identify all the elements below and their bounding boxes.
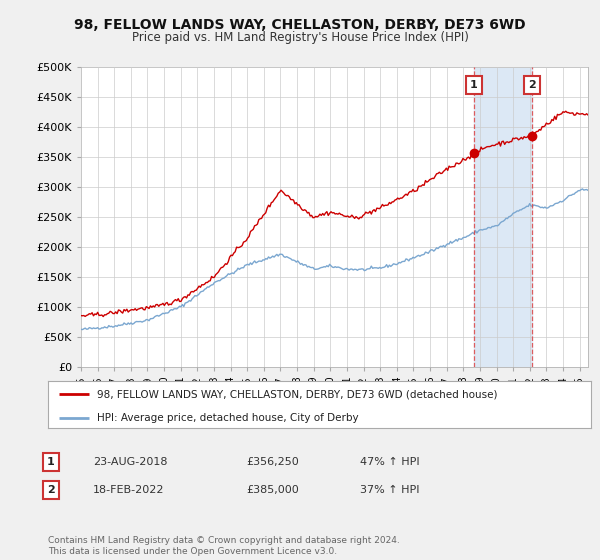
- Text: £356,250: £356,250: [246, 457, 299, 467]
- Text: Price paid vs. HM Land Registry's House Price Index (HPI): Price paid vs. HM Land Registry's House …: [131, 31, 469, 44]
- Text: HPI: Average price, detached house, City of Derby: HPI: Average price, detached house, City…: [97, 413, 358, 423]
- Text: Contains HM Land Registry data © Crown copyright and database right 2024.
This d: Contains HM Land Registry data © Crown c…: [48, 536, 400, 556]
- Text: 18-FEB-2022: 18-FEB-2022: [93, 485, 164, 495]
- Bar: [474, 67, 532, 367]
- Text: 23-AUG-2018: 23-AUG-2018: [93, 457, 167, 467]
- Text: 1: 1: [47, 457, 55, 467]
- Text: 98, FELLOW LANDS WAY, CHELLASTON, DERBY, DE73 6WD (detached house): 98, FELLOW LANDS WAY, CHELLASTON, DERBY,…: [97, 389, 497, 399]
- Text: £385,000: £385,000: [246, 485, 299, 495]
- Text: 47% ↑ HPI: 47% ↑ HPI: [360, 457, 419, 467]
- Text: 2: 2: [528, 80, 536, 90]
- Text: 2: 2: [47, 485, 55, 495]
- Text: 1: 1: [470, 80, 478, 90]
- Text: 37% ↑ HPI: 37% ↑ HPI: [360, 485, 419, 495]
- Text: 98, FELLOW LANDS WAY, CHELLASTON, DERBY, DE73 6WD: 98, FELLOW LANDS WAY, CHELLASTON, DERBY,…: [74, 18, 526, 32]
